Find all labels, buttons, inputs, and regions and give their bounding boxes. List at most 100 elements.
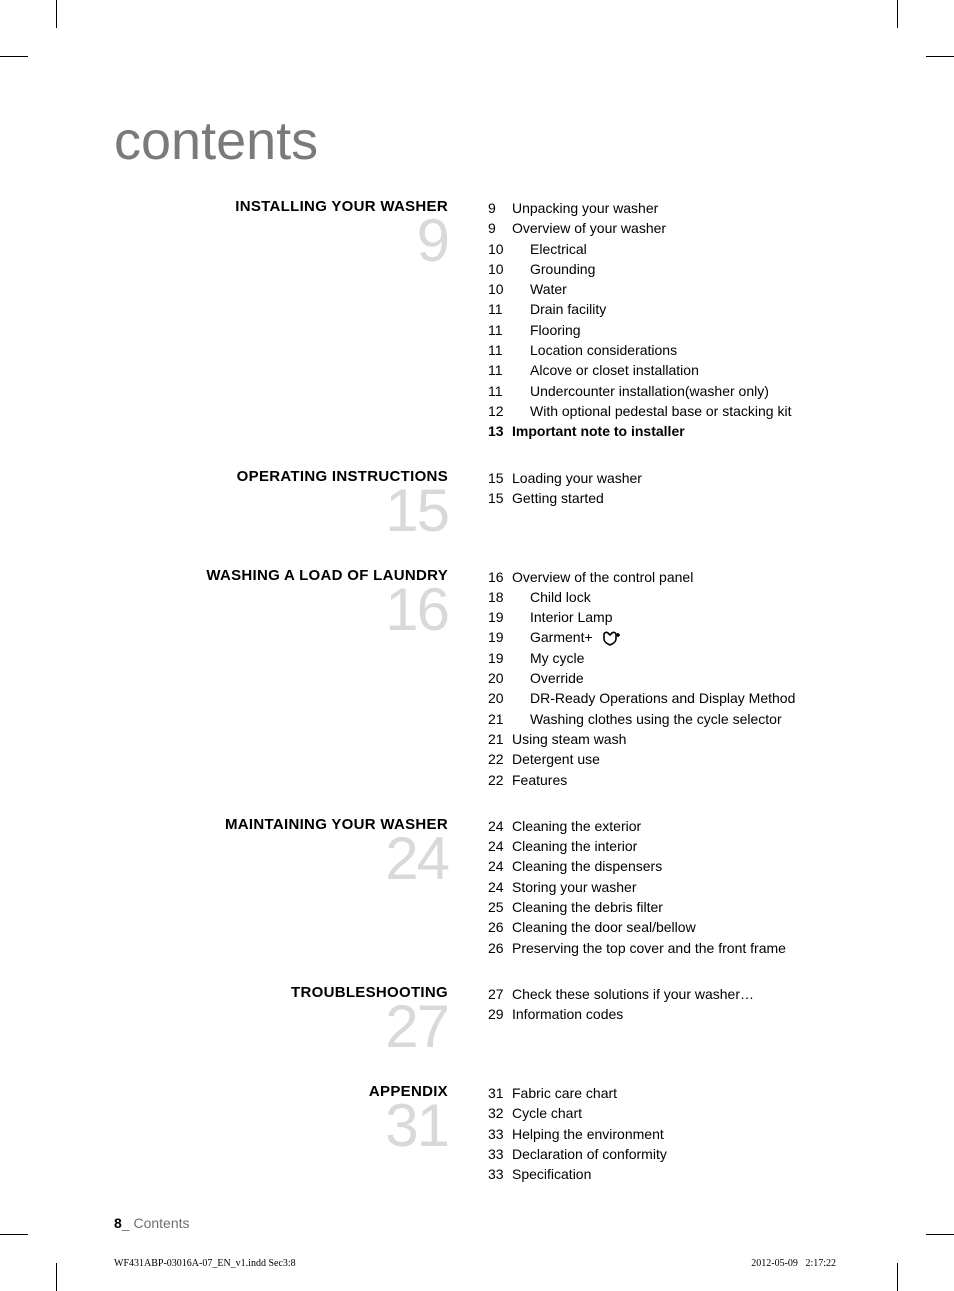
crop-mark xyxy=(926,1234,954,1235)
toc-entry-page: 16 xyxy=(488,567,512,587)
toc-entry-text: Getting started xyxy=(512,488,836,508)
toc-entry: 9Overview of your washer xyxy=(488,218,836,238)
toc-entry-text: Cycle chart xyxy=(512,1103,836,1123)
toc-entry-page: 33 xyxy=(488,1144,512,1164)
toc-entry: 24Cleaning the interior xyxy=(488,836,836,856)
toc-entry-page: 12 xyxy=(488,401,512,421)
toc-entry: 27Check these solutions if your washer… xyxy=(488,984,836,1004)
toc-entry: 15Getting started xyxy=(488,488,836,508)
toc-entry-text: Check these solutions if your washer… xyxy=(512,984,836,1004)
toc-entry-page: 26 xyxy=(488,917,512,937)
section-start-number: 9 xyxy=(114,211,448,271)
content-area: contents INSTALLING YOUR WASHER99Unpacki… xyxy=(114,110,836,1201)
toc-entry: 33Specification xyxy=(488,1164,836,1184)
toc-entry-page: 20 xyxy=(488,668,512,688)
footer-page-label: 8_ Contents xyxy=(114,1215,190,1231)
toc-entry-text: My cycle xyxy=(512,648,836,668)
toc-entry-text: Flooring xyxy=(512,320,836,340)
toc-entry-page: 11 xyxy=(488,360,512,380)
toc-entry-text: Overview of your washer xyxy=(512,218,836,238)
section-entries: 27Check these solutions if your washer…2… xyxy=(454,984,836,1025)
toc-entry: 19 Garment+ xyxy=(488,627,836,647)
section-left: INSTALLING YOUR WASHER9 xyxy=(114,198,454,271)
toc-entry-text: Storing your washer xyxy=(512,877,836,897)
toc-entry: 19Interior Lamp xyxy=(488,607,836,627)
toc-entry: 31Fabric care chart xyxy=(488,1083,836,1103)
toc-entry-text: Specification xyxy=(512,1164,836,1184)
crop-mark xyxy=(0,56,28,57)
toc-entry: 24Storing your washer xyxy=(488,877,836,897)
crop-mark xyxy=(926,56,954,57)
print-slug-right: 2012-05-09 2:17:22 xyxy=(751,1258,836,1269)
toc-entry: 24Cleaning the exterior xyxy=(488,816,836,836)
toc-entry-text: Helping the environment xyxy=(512,1124,836,1144)
toc-entry-text-span: Garment+ xyxy=(530,629,593,645)
toc-entry: 10Water xyxy=(488,279,836,299)
toc-entry-page: 13 xyxy=(488,421,512,441)
toc-entry: 22Detergent use xyxy=(488,749,836,769)
toc-entry-text: Overview of the control panel xyxy=(512,567,836,587)
toc-entry-text: Features xyxy=(512,770,836,790)
toc-entry: 11Undercounter installation(washer only) xyxy=(488,381,836,401)
section-entries: 15Loading your washer15Getting started xyxy=(454,468,836,509)
toc-entry: 11Location considerations xyxy=(488,340,836,360)
toc-section: MAINTAINING YOUR WASHER2424Cleaning the … xyxy=(114,816,836,958)
toc-entry: 20DR-Ready Operations and Display Method xyxy=(488,688,836,708)
toc-entry: 18Child lock xyxy=(488,587,836,607)
toc-entry-text: Using steam wash xyxy=(512,729,836,749)
toc-entry: 32Cycle chart xyxy=(488,1103,836,1123)
toc-entry-text: Fabric care chart xyxy=(512,1083,836,1103)
title-wrap: contents xyxy=(114,110,836,170)
toc-entry-text: With optional pedestal base or stacking … xyxy=(512,401,836,421)
toc-entry: 11Flooring xyxy=(488,320,836,340)
toc-entry-page: 10 xyxy=(488,279,512,299)
toc-entry-page: 11 xyxy=(488,299,512,319)
section-left: APPENDIX31 xyxy=(114,1083,454,1156)
page: contents INSTALLING YOUR WASHER99Unpacki… xyxy=(0,0,954,1291)
toc-entry-text: Alcove or closet installation xyxy=(512,360,836,380)
page-number: 8 xyxy=(114,1215,122,1231)
toc-entry-page: 19 xyxy=(488,627,512,647)
toc-entry: 21Using steam wash xyxy=(488,729,836,749)
toc-entry-text: Child lock xyxy=(512,587,836,607)
section-entries: 16Overview of the control panel18Child l… xyxy=(454,567,836,790)
toc-entry-text: Cleaning the dispensers xyxy=(512,856,836,876)
toc-entry-text: Preserving the top cover and the front f… xyxy=(512,938,836,958)
section-left: MAINTAINING YOUR WASHER24 xyxy=(114,816,454,889)
toc-section: WASHING A LOAD OF LAUNDRY1616Overview of… xyxy=(114,567,836,790)
toc-entry: 33Declaration of conformity xyxy=(488,1144,836,1164)
toc-entry: 10Electrical xyxy=(488,239,836,259)
toc-section: OPERATING INSTRUCTIONS1515Loading your w… xyxy=(114,468,836,541)
toc-entry-text: Declaration of conformity xyxy=(512,1144,836,1164)
toc-entry-text: DR-Ready Operations and Display Method xyxy=(512,688,836,708)
toc-entry-page: 9 xyxy=(488,198,512,218)
toc-section: TROUBLESHOOTING2727Check these solutions… xyxy=(114,984,836,1057)
toc-entry-page: 33 xyxy=(488,1124,512,1144)
section-entries: 9Unpacking your washer9Overview of your … xyxy=(454,198,836,442)
toc-entry-page: 11 xyxy=(488,320,512,340)
toc-entry-page: 18 xyxy=(488,587,512,607)
toc-entry-page: 22 xyxy=(488,770,512,790)
toc-entry: 26Cleaning the door seal/bellow xyxy=(488,917,836,937)
toc-entry-page: 11 xyxy=(488,340,512,360)
slug-date: 2012-05-09 xyxy=(751,1258,798,1269)
toc-entry-page: 19 xyxy=(488,607,512,627)
toc-entry-page: 25 xyxy=(488,897,512,917)
toc-entry-text: Garment+ xyxy=(512,627,836,647)
toc-entry-text: Important note to installer xyxy=(512,421,836,441)
toc-entry: 26Preserving the top cover and the front… xyxy=(488,938,836,958)
toc-entry-page: 24 xyxy=(488,877,512,897)
toc-entry-text: Information codes xyxy=(512,1004,836,1024)
toc-entry-page: 29 xyxy=(488,1004,512,1024)
toc-entry-text: Loading your washer xyxy=(512,468,836,488)
toc-entry: 25Cleaning the debris filter xyxy=(488,897,836,917)
toc-entry-text: Detergent use xyxy=(512,749,836,769)
toc-entry-page: 21 xyxy=(488,709,512,729)
toc-entry: 11Alcove or closet installation xyxy=(488,360,836,380)
slug-time: 2:17:22 xyxy=(805,1258,836,1269)
crop-mark xyxy=(897,0,898,28)
crop-mark xyxy=(897,1263,898,1291)
section-start-number: 24 xyxy=(114,829,448,889)
print-slug-left: WF431ABP-03016A-07_EN_v1.indd Sec3:8 xyxy=(114,1258,296,1269)
sections-container: INSTALLING YOUR WASHER99Unpacking your w… xyxy=(114,198,836,1184)
